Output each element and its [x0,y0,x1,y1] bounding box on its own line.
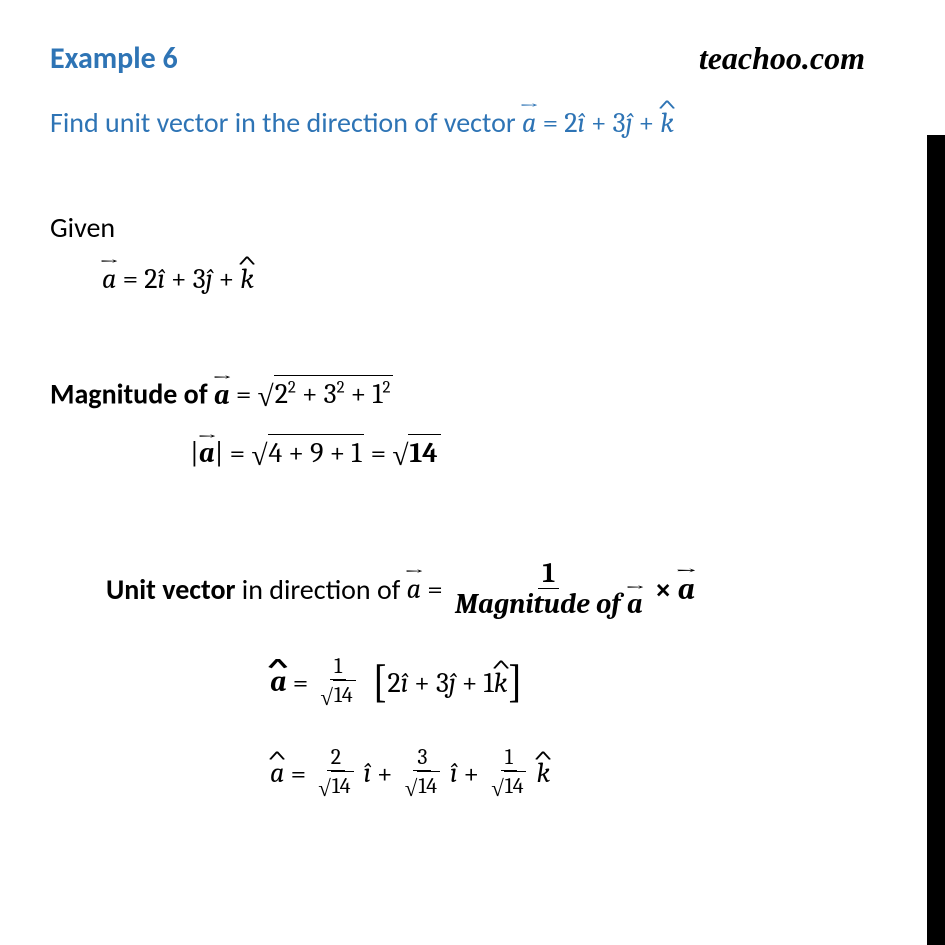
example-title: Example 6 [50,40,178,77]
f2n: 1 [330,655,346,680]
b-a: 2 [388,667,401,699]
b-k: k [494,667,508,699]
gv-i: î [157,263,164,295]
f2d: 14 [333,680,356,710]
f3cn: 1 [501,746,517,771]
frac-3c: 1√14 [487,746,530,802]
lbracket-icon: [ [372,663,388,703]
mag2-vec: a [199,437,215,469]
p1: + [296,378,324,410]
frac-3a: 2√14 [314,746,357,802]
sqrt-1: √22 + 32 + 12 [258,375,394,414]
gv-p1: + 3 [165,263,206,295]
unitvec-line-1: Unit vector in direction of a = 1Magnitu… [106,558,885,621]
r1a: 2 [275,378,288,410]
f1da: Magnitude of [455,588,627,620]
f3an: 2 [327,746,345,771]
uv3-ahat: a [270,757,284,789]
f3ad: 14 [331,771,354,801]
magnitude-line-2: |a| = √4 + 9 + 1 = √14 [190,434,885,473]
sqrt-2: √4 + 9 + 1 [251,434,364,473]
f3bn: 3 [413,746,431,771]
vector-a: a [522,107,536,139]
e2: 2 [337,379,345,398]
uv2-ahat: a [270,666,287,699]
f1dv: a [627,589,643,620]
mag2-eq3: = [364,437,392,469]
e3: 2 [383,379,391,398]
b-p1: + [408,667,436,699]
unitvec-line-2: a = 1√14 [2î + 3ĵ + 1k] [270,655,885,711]
b-p2: + [456,667,484,699]
uv-vec2: a [678,571,695,607]
u3p1: + [371,757,399,789]
frac-1: 1Magnitude of a [451,558,647,621]
given-equation: a = 2î + 3ĵ + k [102,263,885,295]
gv-a: a [102,263,116,295]
uv2-eq: = [287,667,315,699]
sqrt-3: √14 [392,434,440,473]
mag-eq: = [230,379,258,411]
gv-eq: = 2 [116,263,157,295]
question-text: Find unit vector in the direction of vec… [50,105,885,140]
u3k: k [536,757,550,789]
f3bd: 14 [417,771,440,801]
r1c: 1 [372,378,382,410]
gv-k: k [240,263,254,295]
frac-2: 1√14 [316,655,359,711]
r1b: 3 [324,378,337,410]
u3p2: + [457,757,485,789]
uv-label: Unit vector [106,571,235,606]
r3: 14 [408,434,440,473]
mag2-eq: = [224,437,252,469]
uv-times: × [649,573,678,605]
uv-label2: in direction of [235,571,406,606]
mag-vec: a [214,379,230,411]
frac-3b: 3√14 [401,746,444,802]
magnitude-line-1: Magnitude of a = √22 + 32 + 12 [50,375,885,414]
p2: + [345,378,373,410]
u3i: î [364,757,371,789]
question-prefix: Find unit vector in the direction of vec… [50,105,522,140]
b-j: ĵ [449,667,456,699]
uv3-eq: = [284,757,312,789]
q-eq: = 2 [536,107,577,139]
mag-label: Magnitude of [50,377,214,412]
given-label: Given [50,210,885,245]
brand-logo: teachoo.com [699,40,865,77]
q-i: î [577,107,584,139]
q-k: k [660,107,674,139]
b-b: 3 [436,667,449,699]
right-sidebar [927,135,945,945]
f1n: 1 [538,558,559,590]
uv-eq: = [421,573,449,605]
unitvec-line-3: a = 2√14î + 3√14î + 1√14k [270,746,885,802]
f3cd: 14 [504,771,527,801]
uv-vec: a [407,573,421,605]
r2: 4 + 9 + 1 [268,434,365,473]
q-p1: + 3 [585,107,626,139]
e1: 2 [288,379,296,398]
